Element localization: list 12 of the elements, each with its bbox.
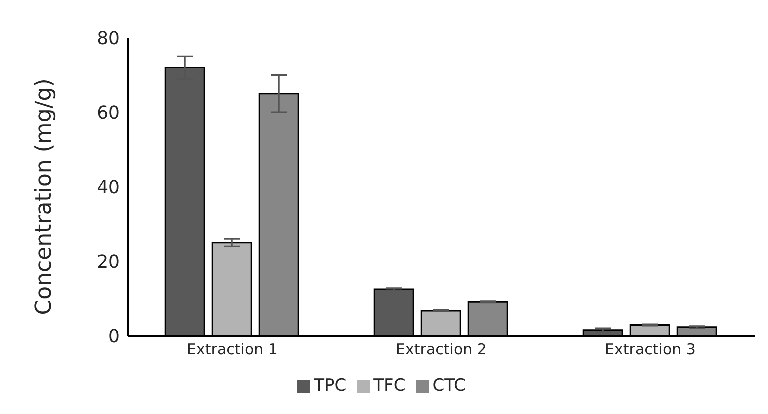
legend-label: TFC bbox=[374, 376, 406, 396]
x-tick-label: Extraction 2 bbox=[396, 340, 487, 359]
legend-label: TPC bbox=[314, 376, 347, 396]
x-tick-label: Extraction 1 bbox=[187, 340, 278, 359]
y-axis-title: Concentration (mg/g) bbox=[32, 78, 57, 316]
y-tick-label: 80 bbox=[97, 28, 120, 50]
y-tick-label: 40 bbox=[97, 177, 120, 198]
y-tick-label: 60 bbox=[97, 102, 120, 124]
y-tick-label: 0 bbox=[108, 326, 120, 348]
legend-label: CTC bbox=[432, 376, 466, 396]
x-tick-label: Extraction 3 bbox=[605, 340, 696, 359]
y-tick-label: 20 bbox=[97, 252, 120, 273]
